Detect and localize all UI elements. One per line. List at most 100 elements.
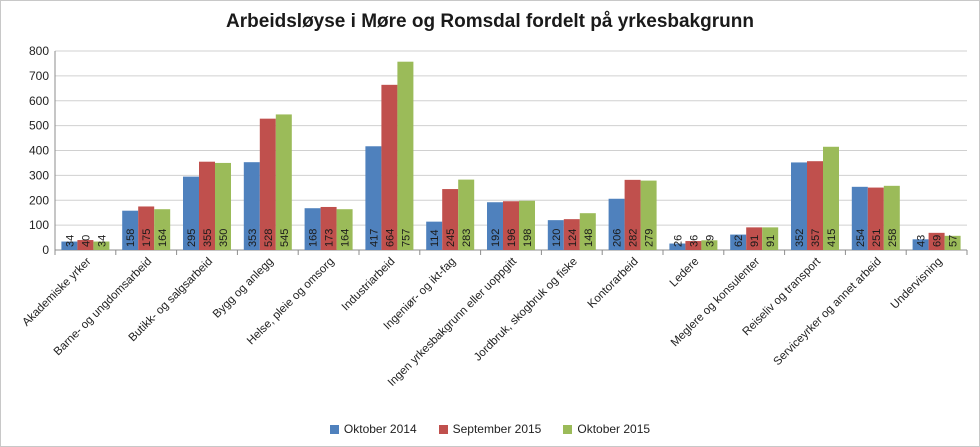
bar	[746, 227, 763, 250]
bar	[928, 232, 945, 250]
data-label: 245	[445, 229, 457, 247]
data-label: 353	[247, 229, 259, 247]
y-tick-label: 800	[29, 44, 49, 58]
data-label: 57	[948, 235, 960, 247]
bar	[944, 235, 961, 250]
bar	[608, 198, 625, 250]
y-tick-label: 0	[42, 243, 49, 257]
data-label: 251	[871, 229, 883, 247]
legend-swatch	[329, 424, 339, 434]
bar	[61, 241, 78, 250]
data-label: 69	[932, 235, 944, 247]
data-label: 91	[749, 235, 761, 247]
data-label: 528	[263, 229, 275, 247]
bar	[883, 185, 900, 250]
bar	[685, 241, 702, 250]
data-label: 545	[279, 229, 291, 247]
data-label: 62	[733, 235, 745, 247]
bar	[122, 210, 139, 250]
data-label: 173	[324, 229, 336, 247]
data-label: 148	[583, 229, 595, 247]
data-label: 39	[704, 235, 716, 247]
data-label: 175	[141, 229, 153, 247]
data-label: 164	[157, 229, 169, 247]
legend: Oktober 2014 September 2015 Oktober 2015	[1, 422, 979, 436]
bar	[93, 241, 110, 250]
legend-label: Oktober 2015	[577, 422, 651, 436]
bar	[579, 213, 596, 250]
data-label: 34	[64, 235, 76, 247]
bar	[791, 162, 807, 250]
bar	[851, 186, 868, 250]
x-tick-label: Ledere	[668, 256, 702, 290]
data-label: 350	[218, 229, 230, 247]
legend-label: Oktober 2014	[343, 422, 417, 436]
x-tick-label: Kontorarbeid	[586, 256, 641, 311]
bar	[547, 220, 564, 250]
y-tick-label: 700	[29, 69, 49, 83]
data-label: 279	[644, 229, 656, 247]
bar	[807, 161, 823, 250]
legend-swatch	[563, 424, 573, 434]
bar	[215, 162, 231, 250]
legend-item-september-2015: September 2015	[438, 422, 542, 436]
y-tick-label: 300	[29, 168, 49, 182]
data-label: 282	[628, 229, 640, 247]
bar	[762, 227, 779, 250]
bar	[320, 206, 337, 250]
bar	[669, 243, 686, 250]
data-label: 355	[202, 229, 214, 247]
bar	[365, 146, 382, 250]
bar	[867, 187, 884, 250]
bar	[458, 179, 475, 250]
legend-swatch	[438, 424, 448, 434]
data-label: 91	[765, 235, 777, 247]
data-label: 196	[506, 229, 518, 247]
bar	[519, 200, 535, 250]
bar	[823, 146, 839, 250]
x-tick-label: Industriarbeid	[340, 256, 398, 314]
data-label: 120	[551, 229, 563, 247]
bar	[426, 221, 443, 250]
data-label: 36	[688, 235, 700, 247]
y-tick-label: 600	[29, 94, 49, 108]
legend-label: September 2015	[452, 422, 542, 436]
data-label: 352	[794, 229, 806, 247]
bar	[275, 114, 292, 251]
data-label: 40	[80, 235, 92, 247]
data-label: 158	[125, 229, 137, 247]
y-tick-label: 100	[29, 218, 49, 232]
bar	[304, 208, 321, 250]
data-label: 164	[340, 229, 352, 247]
bar	[624, 179, 641, 250]
data-label: 357	[810, 229, 822, 247]
bar	[381, 84, 398, 250]
x-tick-label: Bygg og anlegg	[211, 256, 276, 321]
data-label: 34	[96, 235, 108, 247]
bar	[183, 176, 199, 250]
data-label: 664	[384, 229, 396, 247]
bar	[503, 201, 519, 250]
bar	[77, 240, 94, 250]
data-label: 168	[308, 229, 320, 247]
bar	[640, 180, 657, 250]
data-label: 124	[567, 229, 579, 247]
bar	[442, 189, 459, 250]
data-label: 295	[186, 229, 198, 247]
bar	[487, 202, 503, 250]
data-label: 415	[826, 229, 838, 247]
x-tick-label: Undervisning	[889, 256, 945, 312]
y-tick-label: 400	[29, 144, 49, 158]
chart-title: Arbeidsløyse i Møre og Romsdal fordelt p…	[226, 11, 754, 32]
x-tick-label: Jordbruk, skogbruk og fiske	[472, 256, 580, 364]
bar	[730, 234, 747, 250]
legend-item-oktober-2015: Oktober 2015	[563, 422, 650, 436]
data-label: 114	[429, 229, 441, 247]
data-label: 26	[672, 235, 684, 247]
data-label: 206	[612, 229, 624, 247]
data-label: 43	[916, 235, 928, 247]
data-label: 283	[461, 229, 473, 247]
bar	[912, 239, 929, 250]
